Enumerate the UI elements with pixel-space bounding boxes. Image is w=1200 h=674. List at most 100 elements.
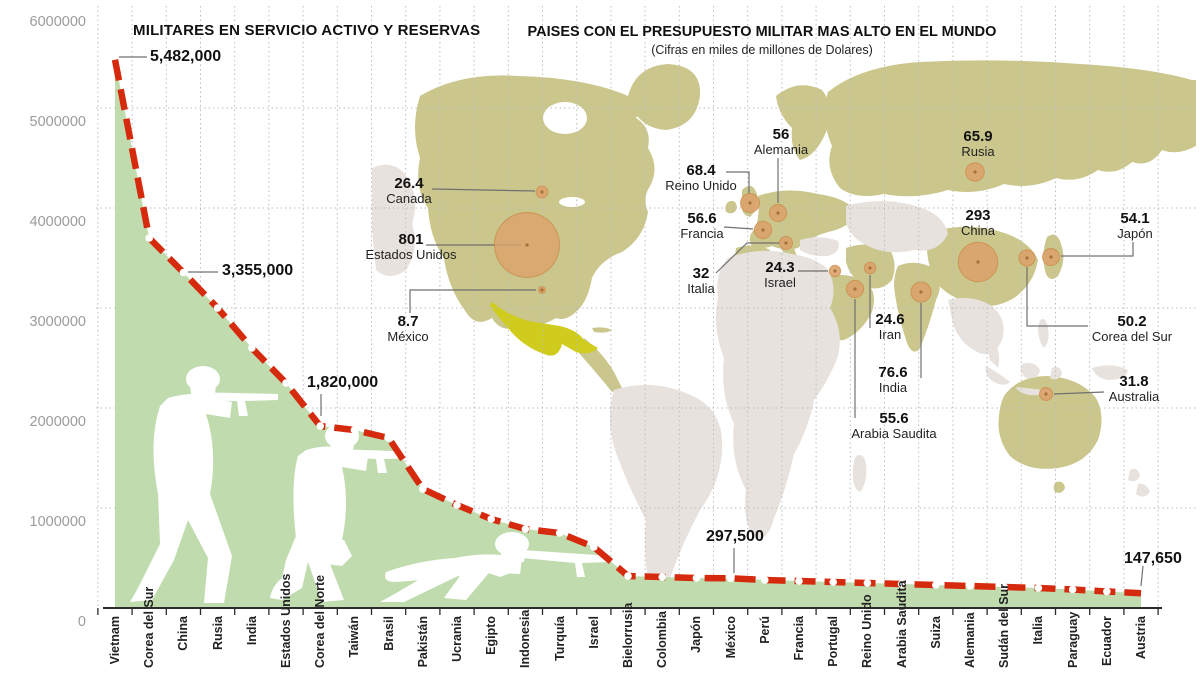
map-se-asia — [948, 298, 1004, 355]
bubble-value: 26.4 — [394, 175, 424, 192]
soldier-silhouettes — [130, 366, 612, 603]
x-axis-label: Arabia Saudita — [894, 580, 909, 668]
bubble-value: 56.6 — [687, 210, 717, 227]
annotation-leader-lines — [119, 56, 1144, 587]
line-point-marker — [795, 577, 803, 585]
map-africa — [716, 250, 840, 539]
bubble-value: 76.6 — [878, 364, 908, 381]
line-point-marker — [829, 578, 837, 586]
bubble-country: Italia — [687, 281, 715, 297]
bubble-value: 68.4 — [686, 162, 716, 179]
bubble-leader — [726, 171, 750, 194]
map-australia — [998, 376, 1102, 469]
x-axis-label: Taiwán — [347, 616, 362, 658]
map-malay — [988, 338, 1000, 368]
y-axis-label: 5000000 — [29, 114, 86, 130]
x-axis-label: Austria — [1134, 616, 1148, 660]
bubble-label: 76.6 India — [818, 364, 968, 396]
x-axis-label: Ecuador — [1099, 616, 1114, 667]
bubble-value: 50.2 — [1117, 313, 1147, 330]
bubble-country: China — [961, 223, 995, 239]
standing-soldier-icon — [130, 366, 278, 603]
map-chart-subtitle: (Cifras en miles de millones de Dolares) — [651, 43, 873, 57]
line-point-marker — [521, 525, 530, 533]
y-axis-label: 3000000 — [29, 314, 86, 330]
line-point-marker — [1034, 584, 1043, 592]
bubble-center-dot — [976, 260, 980, 264]
x-axis-label: Turquía — [552, 616, 567, 661]
map-great-lakes — [559, 197, 585, 207]
map-north-america — [415, 75, 655, 329]
line-point-marker — [282, 379, 290, 387]
bubble-country: Reino Unido — [665, 178, 737, 194]
x-axis-label: Portugal — [826, 616, 841, 667]
map-russia — [824, 60, 1196, 197]
line-point-marker — [624, 572, 632, 580]
y-axis-label: 1000000 — [29, 514, 86, 530]
bubble-center-dot — [761, 228, 765, 232]
bubble-label: 801 Estados Unidos — [336, 231, 486, 263]
x-axis-label: Rusia — [210, 616, 225, 651]
point-value-label: 147,650 — [1124, 550, 1182, 567]
map-bubbles — [494, 162, 1060, 401]
bubble-leader — [431, 188, 536, 192]
x-axis-label: Sudán del Sur — [997, 583, 1012, 668]
line-point-marker — [145, 234, 153, 242]
map-chart-title: PAISES CON EL PRESUPUESTO MILITAR MAS AL… — [527, 24, 997, 40]
map-central-asia — [846, 201, 948, 253]
x-axis-label: Brasil — [381, 616, 396, 651]
x-axis-label: Ucrania — [450, 616, 464, 662]
x-axis-label: Suiza — [928, 616, 943, 649]
map-hudson-bay — [543, 102, 587, 134]
bubble-label: 56.6 Francia — [627, 210, 777, 241]
world-map — [372, 60, 1196, 595]
bubble-value: 32 — [692, 265, 710, 282]
bubble-label: 293 China — [903, 207, 1053, 239]
line-point-marker — [658, 573, 666, 581]
bubble-leader — [715, 242, 779, 274]
x-axis-label: Egipto — [484, 616, 499, 655]
map-sumatra — [985, 366, 1010, 385]
line-point-marker — [248, 344, 256, 352]
line-point-marker — [487, 515, 496, 523]
x-axis-label: Bielorrusia — [621, 602, 635, 668]
x-axis-label: Indonesia — [518, 609, 533, 668]
bubble-country: Estados Unidos — [365, 247, 457, 263]
line-point-marker — [692, 574, 701, 582]
x-axis-label: Francia — [792, 616, 806, 661]
annotation-leader — [1140, 565, 1144, 587]
line-point-marker — [384, 434, 393, 442]
point-value-label: 5,482,000 — [150, 48, 222, 65]
map-borneo — [1020, 362, 1040, 379]
bubble-label: 32 Italia — [626, 265, 776, 297]
x-axis-label: Vietnam — [108, 616, 122, 665]
bubble-center-dot — [776, 211, 780, 215]
map-mexico — [490, 302, 598, 356]
line-point-marker — [1068, 585, 1077, 594]
map-ireland — [725, 200, 737, 214]
line-point-marker — [1000, 583, 1008, 591]
point-value-label: 297,500 — [706, 528, 764, 545]
x-axis-label: Estados Unidos — [279, 573, 293, 668]
area-fill — [115, 59, 1141, 609]
line-point-marker — [1103, 587, 1111, 596]
line-point-marker — [453, 501, 461, 509]
bubble-label: 24.3 Israel — [705, 259, 855, 290]
bubble-label: 68.4 Reino Unido — [626, 162, 776, 194]
bubble-value: 8.7 — [397, 313, 419, 330]
point-value-label: 1,820,000 — [307, 374, 379, 391]
bubble-country: India — [878, 380, 908, 396]
bubble-label: 65.9 Rusia — [903, 128, 1053, 159]
bubble-value: 31.8 — [1119, 373, 1149, 390]
bubble-leader — [723, 226, 754, 230]
bubble-value: 24.3 — [765, 259, 795, 276]
bubble-label: 31.8 Australia — [1059, 373, 1200, 404]
bubble-label: 8.7 México — [333, 313, 483, 344]
bubble-label: 26.4 Canada — [334, 175, 484, 206]
map-land-khaki — [415, 60, 1196, 493]
map-madagascar — [852, 455, 867, 492]
x-axis-label: Pakistán — [415, 616, 430, 668]
x-axis-label: Alemania — [963, 612, 977, 668]
